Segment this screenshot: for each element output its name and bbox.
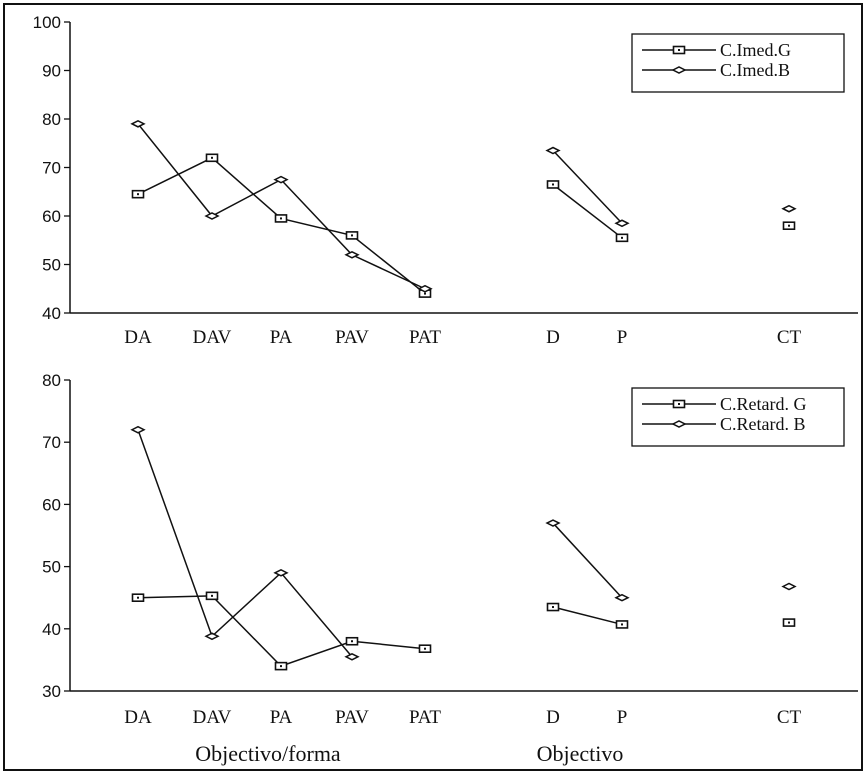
point-c-imed-g-pat-dot (424, 292, 426, 295)
y-tick-label-70: 70 (42, 159, 61, 178)
y-tick-label-50: 50 (42, 558, 61, 577)
chart-imediato: 40 50 60 70 80 90 100 DA DAV PA PAV PAT D P CT C.Imed.G… (33, 13, 858, 348)
point-c-retard-b-pav (344, 652, 360, 661)
point-c-retard-b-pa (273, 568, 289, 577)
x-tick-label-da: DA (124, 707, 152, 728)
chart-retardado: 30 40 50 60 70 80 DA DAV PA PAV PAT D P CT C.Retard. G… (42, 371, 858, 728)
x-tick-label-p: P (617, 327, 628, 348)
legend-label-c-retard-b: C.Retard. B (720, 414, 806, 434)
point-c-imed-b-p (614, 219, 630, 228)
point-c-imed-b-d (545, 146, 561, 155)
legend-label-c-imed-b: C.Imed.B (720, 60, 790, 80)
series-line-c-retard-b-group-1 (552, 522, 623, 599)
point-c-imed-b-pav (344, 250, 360, 259)
point-c-retard-g-pat-dot (424, 647, 426, 650)
point-c-imed-g-dav-dot (211, 156, 213, 159)
legend-marker-c-retard-b (671, 420, 687, 428)
legend-box (631, 33, 845, 93)
point-c-imed-g-pa-dot (280, 217, 282, 220)
point-c-retard-b-dav (204, 632, 220, 641)
legend-box (631, 387, 845, 447)
point-c-retard-g-p-dot (621, 623, 623, 626)
x-tick-label-ct: CT (777, 707, 802, 728)
point-c-retard-g-ct-dot (788, 621, 790, 624)
point-c-imed-g-ct-dot (788, 224, 790, 227)
legend-marker-c-imed-g-dot (678, 49, 680, 51)
point-c-retard-g-da-dot (137, 596, 139, 599)
y-tick-label-40: 40 (42, 620, 61, 639)
legend-label-c-retard-g: C.Retard. G (720, 394, 806, 414)
legend-marker-c-imed-b (671, 66, 687, 74)
y-tick-label-60: 60 (42, 495, 61, 514)
point-c-retard-b-p (614, 593, 630, 602)
x-tick-label-d: D (546, 707, 560, 728)
series-line-c-retard-g-group-0 (137, 595, 426, 667)
point-c-imed-b-da (130, 120, 146, 128)
point-c-imed-b-dav (204, 212, 220, 220)
x-tick-label-da: DA (124, 327, 152, 348)
x-tick-label-ct: CT (777, 327, 802, 348)
point-c-retard-g-d-dot (552, 606, 554, 609)
point-c-retard-g-pa-dot (280, 665, 282, 668)
series-line-c-retard-g-group-1 (552, 606, 623, 626)
series-line-c-imed-g-group-1 (552, 183, 623, 239)
x-tick-label-dav: DAV (193, 707, 232, 728)
point-c-imed-b-pa (273, 175, 289, 184)
point-c-imed-g-p-dot (621, 236, 623, 239)
series-line-c-imed-b-group-1 (552, 150, 623, 224)
x-tick-label-pat: PAT (409, 707, 441, 728)
series-line-c-retard-b-group-0 (137, 429, 353, 658)
legend-label-c-imed-g: C.Imed.G (720, 40, 791, 60)
x-tick-label-pav: PAV (335, 327, 369, 348)
point-c-retard-g-dav-dot (211, 594, 213, 597)
point-c-imed-b-pat (417, 284, 433, 293)
y-tick-label-30: 30 (42, 682, 61, 701)
point-c-retard-g-pav-dot (351, 640, 353, 643)
x-tick-label-pat: PAT (409, 327, 441, 348)
point-c-retard-b-ct (781, 582, 797, 591)
y-tick-label-40: 40 (42, 304, 61, 323)
x-tick-label-pa: PA (270, 327, 293, 348)
legend-marker-c-retard-g-dot (678, 403, 680, 405)
point-c-imed-b-ct (781, 204, 797, 213)
y-tick-label-100: 100 (33, 13, 61, 32)
point-c-retard-b-d (545, 519, 561, 527)
y-tick-label-60: 60 (42, 207, 61, 226)
x-tick-label-dav: DAV (193, 327, 232, 348)
x-group-title-objectivo: Objectivo (537, 741, 624, 766)
y-tick-label-50: 50 (42, 256, 61, 275)
y-tick-label-90: 90 (42, 62, 61, 81)
y-tick-label-70: 70 (42, 433, 61, 452)
point-c-retard-b-da (130, 425, 146, 434)
y-tick-label-80: 80 (42, 110, 61, 129)
x-tick-label-pav: PAV (335, 707, 369, 728)
series-line-c-imed-b-group-0 (137, 123, 426, 290)
x-group-title-objectivo-forma: Objectivo/forma (195, 741, 341, 766)
x-tick-label-p: P (617, 707, 628, 728)
point-c-imed-g-da-dot (137, 193, 139, 196)
point-c-imed-g-d-dot (552, 183, 554, 186)
y-tick-label-80: 80 (42, 371, 61, 390)
x-tick-label-d: D (546, 327, 560, 348)
point-c-imed-g-pav-dot (351, 234, 353, 237)
x-tick-label-pa: PA (270, 707, 293, 728)
figure-frame (3, 3, 863, 771)
